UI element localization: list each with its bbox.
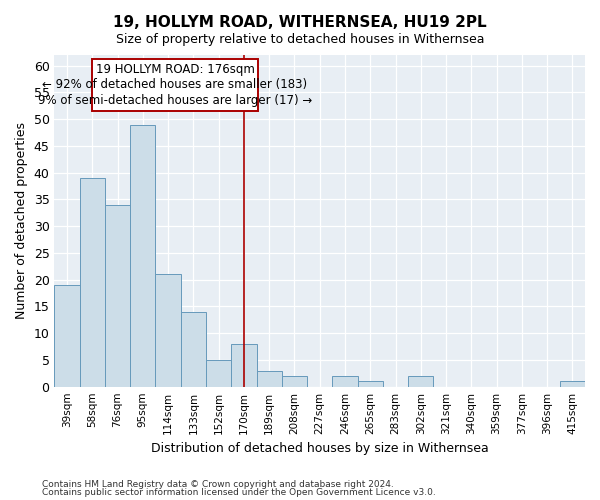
Bar	[55, 285, 80, 386]
Text: 19 HOLLYM ROAD: 176sqm: 19 HOLLYM ROAD: 176sqm	[95, 63, 254, 76]
Bar	[408, 376, 433, 386]
Bar	[257, 370, 282, 386]
Bar	[155, 274, 181, 386]
X-axis label: Distribution of detached houses by size in Withernsea: Distribution of detached houses by size …	[151, 442, 488, 455]
Bar	[332, 376, 358, 386]
Bar	[105, 205, 130, 386]
Text: Size of property relative to detached houses in Withernsea: Size of property relative to detached ho…	[116, 32, 484, 46]
Bar	[282, 376, 307, 386]
FancyBboxPatch shape	[92, 60, 258, 111]
Bar	[130, 124, 155, 386]
Text: 19, HOLLYM ROAD, WITHERNSEA, HU19 2PL: 19, HOLLYM ROAD, WITHERNSEA, HU19 2PL	[113, 15, 487, 30]
Text: Contains HM Land Registry data © Crown copyright and database right 2024.: Contains HM Land Registry data © Crown c…	[42, 480, 394, 489]
Y-axis label: Number of detached properties: Number of detached properties	[15, 122, 28, 320]
Text: ← 92% of detached houses are smaller (183): ← 92% of detached houses are smaller (18…	[43, 78, 308, 91]
Bar	[206, 360, 231, 386]
Bar	[231, 344, 257, 387]
Bar	[181, 312, 206, 386]
Text: 9% of semi-detached houses are larger (17) →: 9% of semi-detached houses are larger (1…	[38, 94, 312, 107]
Text: Contains public sector information licensed under the Open Government Licence v3: Contains public sector information licen…	[42, 488, 436, 497]
Bar	[358, 382, 383, 386]
Bar	[80, 178, 105, 386]
Bar	[560, 382, 585, 386]
